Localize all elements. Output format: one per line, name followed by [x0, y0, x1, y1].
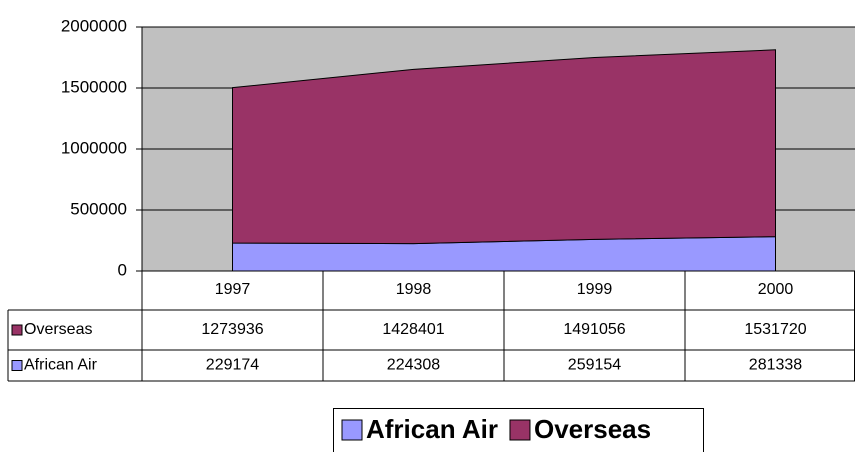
legend-label: Overseas: [534, 414, 651, 444]
y-tick-label: 1500000: [61, 77, 127, 96]
table-cell: 1491056: [563, 321, 625, 338]
y-tick-label: 0: [118, 260, 127, 279]
table-cell: 1273936: [201, 321, 263, 338]
x-tick-label: 1998: [396, 281, 432, 298]
x-tick-label: 2000: [758, 281, 794, 298]
table-cell: 229174: [206, 357, 259, 374]
x-tick-label: 1997: [215, 281, 251, 298]
table-cell: 224308: [387, 357, 440, 374]
y-tick-label: 2000000: [61, 16, 127, 35]
legend-label: African Air: [366, 414, 498, 444]
table-cell: 281338: [749, 357, 802, 374]
legend-key: [11, 324, 23, 336]
x-tick-label: 1999: [577, 281, 613, 298]
area: [232, 49, 776, 245]
legend-key: [341, 419, 363, 441]
table-row-label: African Air: [24, 357, 98, 374]
table-row-label: Overseas: [24, 321, 92, 338]
y-tick-label: 1000000: [61, 138, 127, 157]
y-tick-label: 500000: [70, 199, 127, 218]
legend-key: [509, 419, 531, 441]
table-cell: 1428401: [382, 321, 444, 338]
legend-key: [11, 360, 23, 371]
table-cell: 259154: [568, 357, 621, 374]
table-cell: 1531720: [744, 321, 806, 338]
